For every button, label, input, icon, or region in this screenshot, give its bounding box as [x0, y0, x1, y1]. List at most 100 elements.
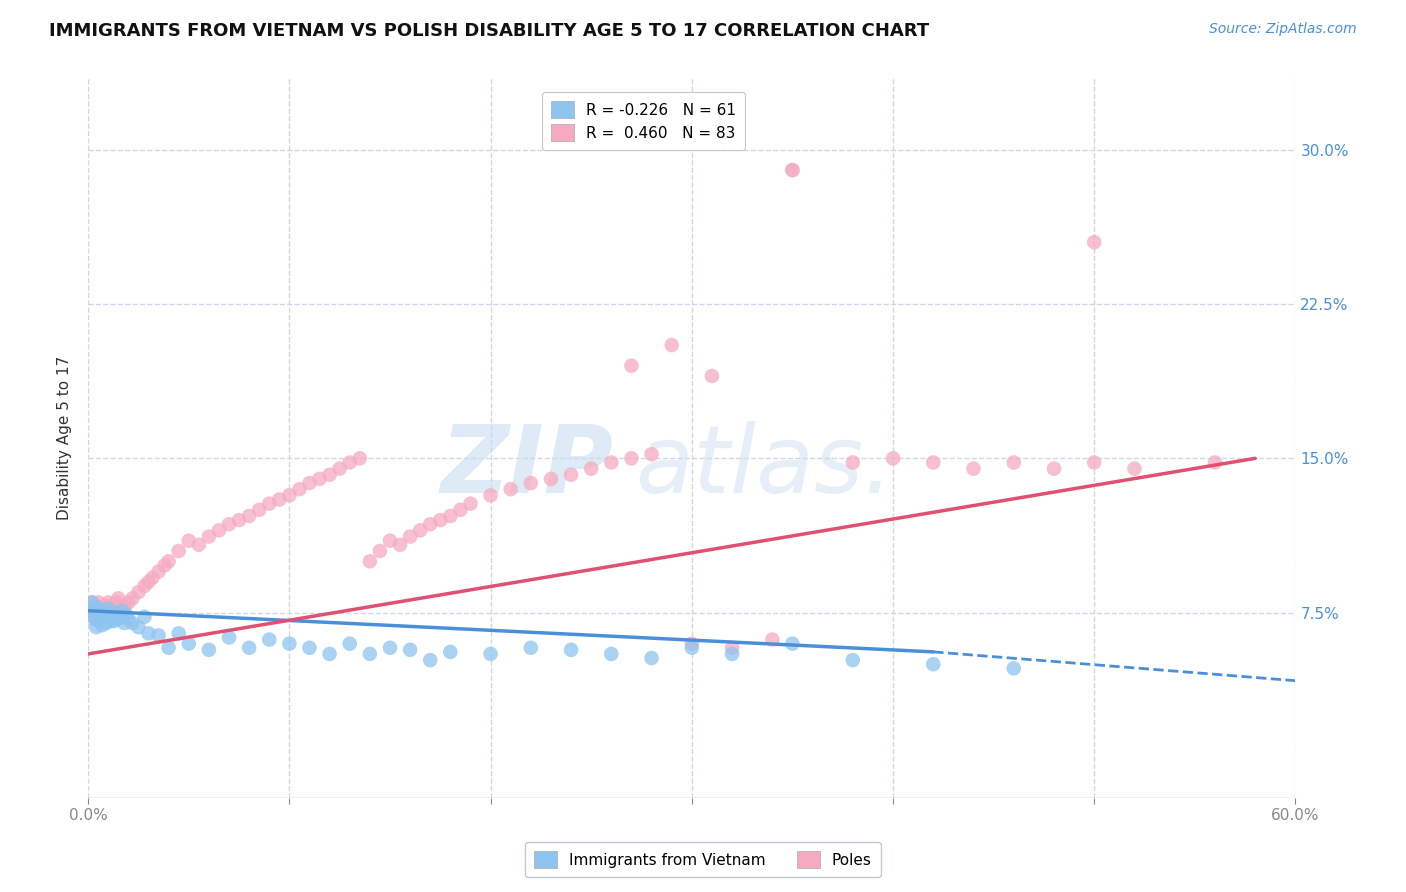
Point	[141, 571, 163, 585]
Point	[91, 610, 114, 624]
Point	[93, 612, 115, 626]
Point	[84, 612, 107, 626]
Point	[257, 632, 280, 647]
Point	[110, 610, 132, 624]
Point	[409, 524, 432, 538]
Point	[1043, 461, 1066, 475]
Point	[962, 461, 984, 475]
Point	[579, 461, 602, 475]
Point	[157, 554, 180, 568]
Point	[560, 467, 582, 482]
Point	[82, 606, 104, 620]
Point	[339, 455, 361, 469]
Point	[138, 626, 160, 640]
Point	[399, 530, 422, 544]
Point	[600, 647, 623, 661]
Point	[167, 626, 190, 640]
Point	[721, 640, 744, 655]
Point	[560, 642, 582, 657]
Point	[389, 538, 412, 552]
Point	[98, 614, 121, 628]
Point	[103, 614, 125, 628]
Point	[105, 606, 128, 620]
Point	[91, 618, 114, 632]
Point	[499, 482, 522, 496]
Point	[111, 604, 134, 618]
Point	[112, 599, 135, 614]
Point	[107, 591, 129, 606]
Point	[298, 640, 321, 655]
Point	[278, 488, 301, 502]
Point	[96, 606, 118, 620]
Point	[329, 461, 352, 475]
Point	[96, 615, 118, 630]
Point	[103, 606, 125, 620]
Point	[238, 640, 260, 655]
Point	[318, 647, 340, 661]
Point	[198, 530, 221, 544]
Point	[842, 653, 865, 667]
Point	[82, 595, 104, 609]
Point	[540, 472, 562, 486]
Point	[97, 595, 120, 609]
Point	[148, 565, 170, 579]
Point	[107, 612, 129, 626]
Point	[134, 610, 156, 624]
Point	[922, 455, 945, 469]
Point	[661, 338, 683, 352]
Point	[429, 513, 451, 527]
Point	[238, 508, 260, 523]
Point	[79, 599, 101, 614]
Point	[620, 451, 643, 466]
Point	[98, 606, 121, 620]
Point	[83, 599, 105, 614]
Point	[308, 472, 330, 486]
Point	[419, 653, 441, 667]
Point	[91, 599, 114, 614]
Point	[138, 574, 160, 589]
Point	[87, 595, 110, 609]
Point	[148, 628, 170, 642]
Point	[82, 595, 104, 609]
Text: IMMIGRANTS FROM VIETNAM VS POLISH DISABILITY AGE 5 TO 17 CORRELATION CHART: IMMIGRANTS FROM VIETNAM VS POLISH DISABI…	[49, 22, 929, 40]
Point	[87, 601, 110, 615]
Point	[87, 610, 110, 624]
Point	[439, 508, 461, 523]
Point	[278, 637, 301, 651]
Point	[378, 533, 401, 548]
Point	[208, 524, 231, 538]
Point	[1123, 461, 1146, 475]
Point	[218, 631, 240, 645]
Point	[288, 482, 311, 496]
Point	[782, 163, 804, 178]
Text: atlas.: atlas.	[636, 421, 893, 512]
Point	[121, 615, 143, 630]
Point	[134, 579, 156, 593]
Point	[91, 607, 114, 622]
Point	[449, 503, 471, 517]
Point	[247, 503, 270, 517]
Point	[218, 517, 240, 532]
Point	[89, 614, 111, 628]
Point	[782, 637, 804, 651]
Point	[177, 637, 200, 651]
Point	[1083, 235, 1105, 249]
Y-axis label: Disability Age 5 to 17: Disability Age 5 to 17	[58, 356, 72, 520]
Point	[700, 369, 723, 384]
Point	[339, 637, 361, 651]
Point	[922, 657, 945, 672]
Point	[318, 467, 340, 482]
Point	[479, 488, 502, 502]
Point	[681, 637, 703, 651]
Point	[157, 640, 180, 655]
Point	[1083, 455, 1105, 469]
Point	[1204, 455, 1226, 469]
Point	[359, 647, 381, 661]
Point	[110, 599, 132, 614]
Text: ZIP: ZIP	[440, 420, 613, 513]
Point	[782, 163, 804, 178]
Point	[640, 651, 662, 665]
Point	[89, 607, 111, 622]
Legend: Immigrants from Vietnam, Poles: Immigrants from Vietnam, Poles	[526, 842, 880, 877]
Point	[1002, 455, 1025, 469]
